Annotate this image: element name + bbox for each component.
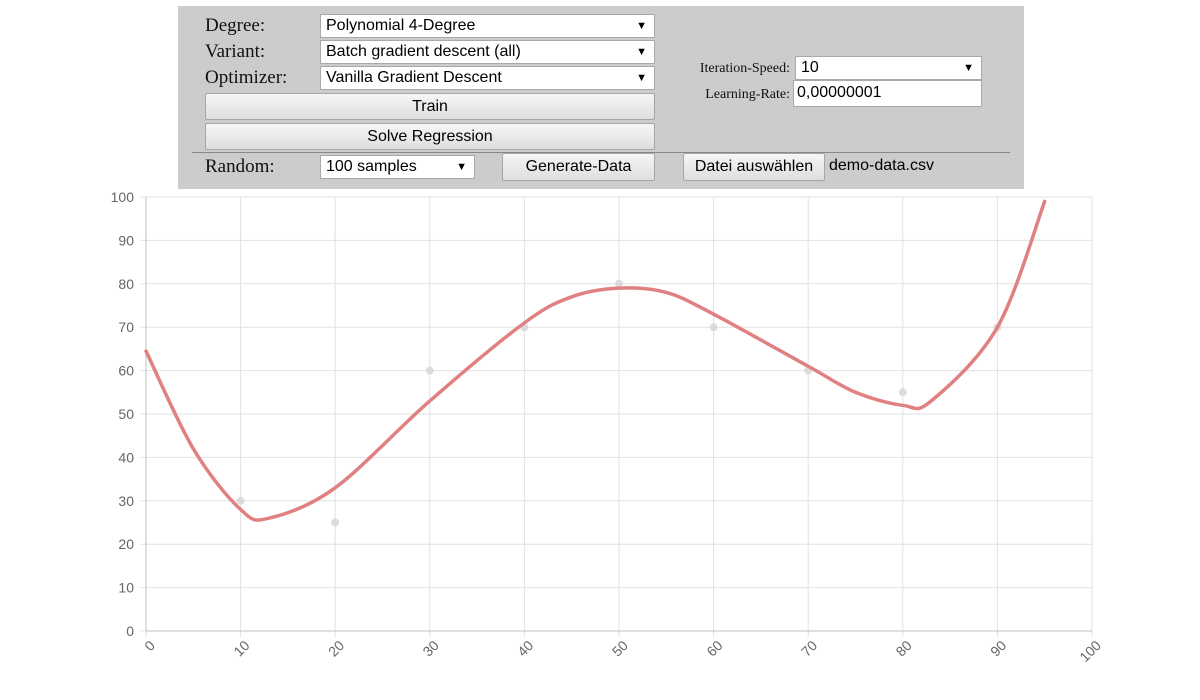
x-tick-label: 100 — [1076, 637, 1104, 665]
y-tick-label: 80 — [118, 276, 134, 292]
data-point — [898, 388, 907, 397]
optimizer-select[interactable]: Vanilla Gradient Descent ▼ — [320, 66, 655, 90]
x-tick-label: 50 — [609, 637, 631, 659]
chevron-down-icon: ▼ — [636, 20, 647, 32]
x-tick-label: 70 — [798, 637, 820, 659]
x-tick-label: 30 — [419, 637, 441, 659]
iteration-speed-select[interactable]: 10 ▼ — [795, 56, 982, 80]
x-tick-label: 20 — [325, 637, 347, 659]
random-label: Random: — [205, 156, 275, 177]
learning-rate-label: Learning-Rate: — [705, 87, 790, 102]
samples-select[interactable]: 100 samples ▼ — [320, 155, 475, 179]
variant-select[interactable]: Batch gradient descent (all) ▼ — [320, 40, 655, 64]
x-tick-label: 80 — [892, 637, 914, 659]
choose-file-button[interactable]: Datei auswählen — [683, 153, 825, 181]
solve-regression-button[interactable]: Solve Regression — [205, 123, 655, 150]
generate-data-button[interactable]: Generate-Data — [502, 153, 655, 181]
y-tick-label: 20 — [118, 536, 134, 552]
optimizer-select-value: Vanilla Gradient Descent — [326, 69, 502, 86]
panel-divider — [192, 152, 1010, 153]
x-tick-label: 40 — [514, 637, 536, 659]
degree-select-value: Polynomial 4-Degree — [326, 17, 476, 34]
y-tick-label: 0 — [126, 623, 134, 639]
y-tick-label: 30 — [118, 493, 134, 509]
optimizer-label: Optimizer: — [205, 67, 288, 88]
data-point — [615, 279, 623, 288]
data-point — [331, 518, 340, 527]
chevron-down-icon: ▼ — [636, 46, 647, 58]
variant-label: Variant: — [205, 41, 266, 62]
degree-label: Degree: — [205, 15, 266, 36]
y-tick-label: 90 — [118, 232, 134, 248]
iteration-speed-label: Iteration-Speed: — [699, 61, 790, 76]
y-tick-label: 50 — [118, 406, 134, 422]
y-tick-label: 100 — [111, 189, 135, 205]
chevron-down-icon: ▼ — [636, 72, 647, 84]
variant-select-value: Batch gradient descent (all) — [326, 43, 521, 60]
x-tick-label: 60 — [703, 637, 725, 659]
chevron-down-icon: ▼ — [456, 161, 467, 173]
iteration-speed-value: 10 — [801, 59, 819, 76]
data-point — [236, 496, 245, 505]
y-tick-label: 60 — [118, 363, 134, 379]
x-tick-label: 0 — [141, 637, 158, 654]
selected-file-name: demo-data.csv — [829, 157, 934, 174]
y-tick-label: 70 — [118, 319, 134, 335]
samples-select-value: 100 samples — [326, 158, 417, 175]
train-button[interactable]: Train — [205, 93, 655, 120]
degree-select[interactable]: Polynomial 4-Degree ▼ — [320, 14, 655, 38]
chevron-down-icon: ▼ — [963, 62, 974, 74]
y-tick-label: 10 — [118, 580, 134, 596]
data-point — [709, 323, 718, 332]
data-point — [425, 366, 434, 375]
learning-rate-input[interactable]: 0,00000001 — [793, 80, 982, 107]
x-tick-label: 10 — [230, 637, 252, 659]
y-tick-label: 40 — [118, 449, 134, 465]
x-tick-label: 90 — [987, 637, 1009, 659]
regression-curve — [144, 199, 1047, 522]
